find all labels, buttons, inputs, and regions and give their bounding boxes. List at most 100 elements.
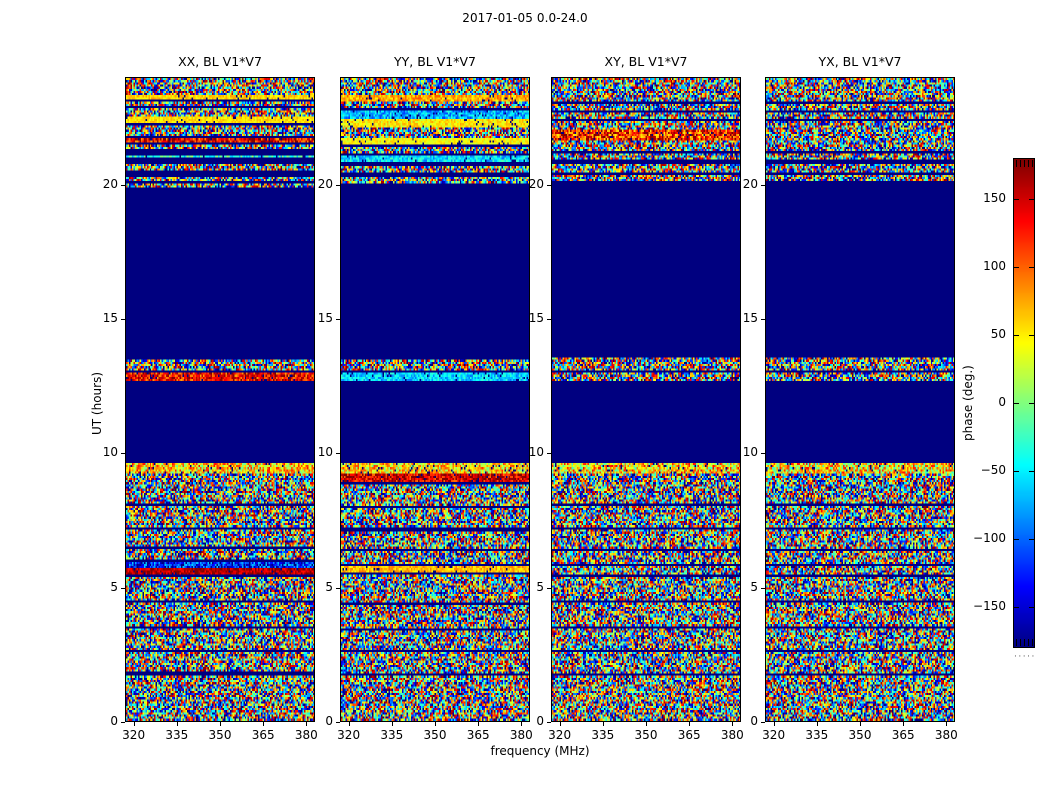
colorbar-tick — [1029, 335, 1035, 336]
x-tick-label: 320 — [122, 728, 146, 742]
colorbar-tick — [1029, 471, 1035, 472]
y-tick — [547, 722, 551, 723]
colorbar-tick — [1029, 539, 1035, 540]
colorbar-extend-hatch — [1020, 160, 1021, 167]
colorbar-tick-label: −100 — [973, 531, 1006, 546]
x-tick — [946, 722, 947, 726]
x-tick-label: 380 — [720, 728, 744, 742]
colorbar-extend-hatch — [1032, 639, 1033, 646]
y-tick — [761, 185, 765, 186]
colorbar-tick — [1013, 471, 1019, 472]
y-tick — [121, 185, 125, 186]
colorbar-tick — [1029, 267, 1035, 268]
x-tick-label: 350 — [634, 728, 658, 742]
heatmap-image-yx — [766, 78, 954, 721]
colorbar-extend-hatch — [1016, 639, 1017, 646]
colorbar-tick — [1013, 539, 1019, 540]
heatmap-panel-xy — [551, 77, 741, 722]
x-tick — [392, 722, 393, 726]
x-tick — [220, 722, 221, 726]
y-tick — [121, 453, 125, 454]
figure-suptitle: 2017-01-05 0.0-24.0 — [462, 11, 588, 25]
y-tick-label: 5 — [325, 579, 333, 594]
heatmap-panel-yy — [340, 77, 530, 722]
panel-title-xx: XX, BL V1*V7 — [178, 54, 262, 69]
colorbar-label: phase (deg.) — [961, 365, 975, 441]
y-tick-label: 15 — [528, 310, 544, 325]
y-tick-label: 0 — [325, 714, 333, 728]
y-tick — [336, 453, 340, 454]
colorbar-extend-hatch — [1016, 160, 1017, 167]
y-tick — [761, 319, 765, 320]
y-tick-label: 10 — [102, 445, 118, 460]
x-tick — [134, 722, 135, 726]
y-tick-label: 15 — [742, 310, 758, 325]
colorbar-tick-label: 0 — [998, 395, 1006, 409]
y-tick — [121, 588, 125, 589]
x-tick-label: 320 — [762, 728, 786, 742]
x-tick — [521, 722, 522, 726]
heatmap-image-xy — [552, 78, 740, 721]
x-tick-label: 350 — [423, 728, 447, 742]
colorbar-under-marker: ····· — [1014, 652, 1036, 662]
x-tick-label: 380 — [934, 728, 958, 742]
panel-title-yx: YX, BL V1*V7 — [818, 54, 902, 69]
panel-title-yy: YY, BL V1*V7 — [394, 54, 476, 69]
y-tick — [121, 722, 125, 723]
heatmap-panel-xx — [125, 77, 315, 722]
y-tick-label: 15 — [317, 310, 333, 325]
y-tick-label: 10 — [317, 445, 333, 460]
x-tick — [177, 722, 178, 726]
y-tick-label: 5 — [110, 579, 118, 594]
colorbar-gradient — [1014, 159, 1034, 647]
y-tick-label: 10 — [742, 445, 758, 460]
x-tick — [435, 722, 436, 726]
colorbar-extend-hatch — [1024, 639, 1025, 646]
x-tick-label: 350 — [208, 728, 232, 742]
colorbar-extend-hatch — [1020, 639, 1021, 646]
colorbar-tick-label: −50 — [980, 463, 1006, 478]
colorbar-tick — [1029, 607, 1035, 608]
x-tick-label: 335 — [165, 728, 189, 742]
x-tick-label: 365 — [677, 728, 701, 742]
x-tick-label: 335 — [591, 728, 615, 742]
y-tick — [547, 185, 551, 186]
colorbar-tick — [1013, 607, 1019, 608]
x-tick — [860, 722, 861, 726]
y-tick-label: 15 — [102, 310, 118, 325]
y-tick — [547, 588, 551, 589]
x-tick — [478, 722, 479, 726]
colorbar-extend-hatch — [1024, 160, 1025, 167]
heatmap-panel-yx — [765, 77, 955, 722]
y-tick-label: 20 — [317, 176, 333, 191]
heatmap-image-xx — [126, 78, 314, 721]
x-tick — [689, 722, 690, 726]
x-tick — [903, 722, 904, 726]
y-tick-label: 10 — [528, 445, 544, 460]
heatmap-image-yy — [341, 78, 529, 721]
colorbar-tick — [1013, 267, 1019, 268]
y-tick-label: 0 — [750, 714, 758, 728]
y-tick — [336, 722, 340, 723]
y-tick — [336, 588, 340, 589]
x-tick-label: 380 — [294, 728, 318, 742]
x-tick-label: 335 — [805, 728, 829, 742]
colorbar-tick-label: −150 — [973, 599, 1006, 614]
colorbar-extend-hatch — [1028, 639, 1029, 646]
y-tick-label: 20 — [742, 176, 758, 191]
colorbar-extend-hatch — [1028, 160, 1029, 167]
x-tick-label: 320 — [337, 728, 361, 742]
x-tick — [263, 722, 264, 726]
x-tick-label: 365 — [466, 728, 490, 742]
y-tick — [761, 588, 765, 589]
x-tick — [306, 722, 307, 726]
x-tick — [349, 722, 350, 726]
y-tick — [336, 185, 340, 186]
x-tick-label: 365 — [891, 728, 915, 742]
y-tick-label: 5 — [536, 579, 544, 594]
y-axis-label: UT (hours) — [90, 371, 104, 435]
y-tick — [121, 319, 125, 320]
panel-title-xy: XY, BL V1*V7 — [604, 54, 688, 69]
x-axis-label: frequency (MHz) — [490, 744, 590, 758]
x-tick-label: 380 — [509, 728, 533, 742]
